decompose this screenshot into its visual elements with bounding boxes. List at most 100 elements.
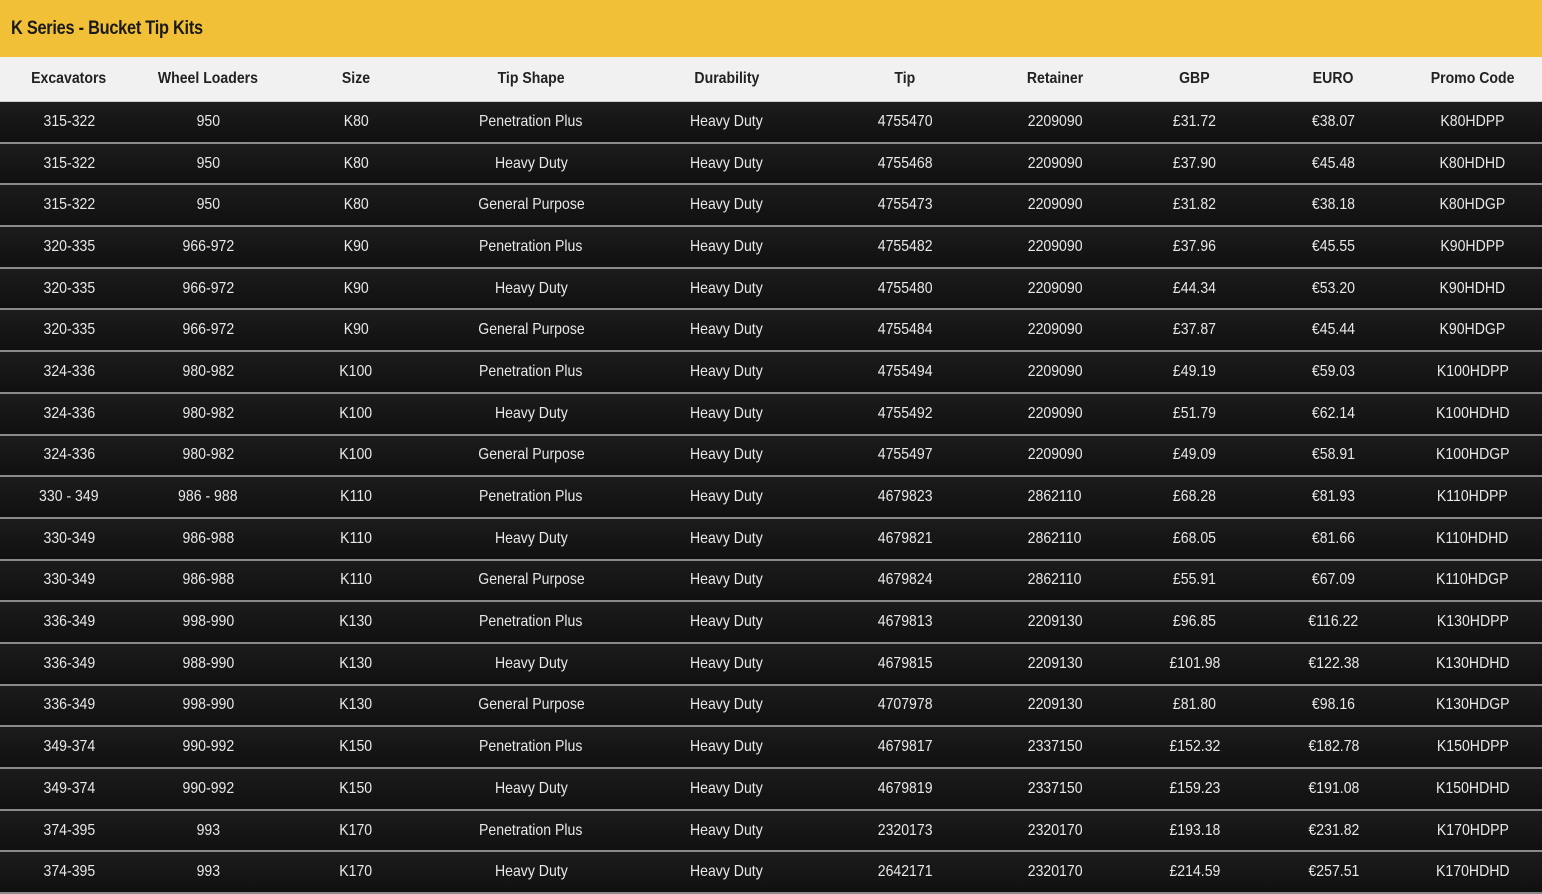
cell-gbp: £81.80 — [1125, 696, 1264, 714]
cell-size: K170 — [278, 863, 434, 881]
cell-durability: Heavy Duty — [628, 196, 825, 214]
cell-value: Heavy Duty — [690, 613, 763, 631]
cell-size: K90 — [278, 321, 434, 339]
cell-value: K150HDHD — [1435, 779, 1510, 797]
cell-size: K90 — [278, 238, 434, 256]
cell-value: K110HDPP — [1437, 488, 1508, 506]
cell-value: 324-336 — [43, 404, 95, 422]
cell-value: 966-972 — [182, 237, 234, 255]
cell-retainer: 2209130 — [985, 655, 1125, 673]
cell-euro: €122.38 — [1264, 655, 1403, 673]
cell-tip-shape: General Purpose — [434, 321, 628, 339]
cell-value: 2209130 — [1027, 696, 1083, 714]
cell-value: 315-322 — [43, 154, 95, 172]
cell-durability: Heavy Duty — [628, 863, 825, 881]
cell-retainer: 2209130 — [985, 613, 1125, 631]
cell-retainer: 2209090 — [985, 363, 1125, 381]
cell-promo-code: K90HDHD — [1403, 280, 1542, 298]
cell-excavators: 374-395 — [0, 822, 138, 840]
cell-durability: Heavy Duty — [628, 405, 825, 423]
cell-tip: 4755480 — [825, 280, 985, 298]
cell-value: 2209090 — [1027, 196, 1083, 214]
cell-value: Heavy Duty — [690, 529, 763, 547]
cell-durability: Heavy Duty — [628, 280, 825, 298]
cell-value: 4679819 — [877, 779, 933, 797]
cell-value: £159.23 — [1169, 779, 1220, 797]
cell-value: Heavy Duty — [690, 404, 763, 422]
cell-durability: Heavy Duty — [628, 571, 825, 589]
cell-durability: Heavy Duty — [628, 446, 825, 464]
cell-retainer: 2209090 — [985, 405, 1125, 423]
cell-value: 2320170 — [1027, 821, 1083, 839]
cell-value: 2209090 — [1027, 237, 1083, 255]
cell-value: €67.09 — [1311, 571, 1356, 589]
table-row: 320-335 966-972 K90 General Purpose Heavy Du… — [0, 310, 1542, 353]
table-row: 315-322 950 K80 General Purpose Heavy Duty 47… — [0, 185, 1542, 228]
cell-value: Penetration Plus — [479, 112, 583, 130]
cell-retainer: 2862110 — [985, 488, 1125, 506]
cell-durability: Heavy Duty — [628, 613, 825, 631]
cell-excavators: 315-322 — [0, 113, 138, 131]
cell-value: 324-336 — [43, 362, 95, 380]
cell-promo-code: K100HDHD — [1403, 405, 1542, 423]
cell-value: K170 — [339, 863, 373, 881]
cell-size: K90 — [278, 280, 434, 298]
cell-value: K150 — [339, 779, 373, 797]
cell-promo-code: K110HDHD — [1403, 530, 1542, 548]
cell-retainer: 2320170 — [985, 822, 1125, 840]
cell-size: K110 — [278, 530, 434, 548]
cell-value: 4755484 — [877, 321, 933, 339]
cell-tip: 4755497 — [825, 446, 985, 464]
cell-tip-shape: General Purpose — [434, 196, 628, 214]
cell-value: K170HDPP — [1436, 821, 1509, 839]
cell-value: £51.79 — [1172, 404, 1217, 422]
cell-gbp: £31.72 — [1125, 113, 1264, 131]
cell-gbp: £37.87 — [1125, 321, 1264, 339]
cell-value: K80 — [343, 112, 369, 130]
cell-euro: €38.07 — [1264, 113, 1403, 131]
cell-wheel-loaders: 980-982 — [138, 363, 278, 381]
cell-value: 4679815 — [877, 654, 933, 672]
cell-value: Heavy Duty — [494, 404, 568, 422]
cell-value: £68.28 — [1172, 488, 1217, 506]
cell-size: K100 — [278, 446, 434, 464]
cell-euro: €191.08 — [1264, 780, 1403, 798]
cell-value: £193.18 — [1169, 821, 1220, 839]
cell-durability: Heavy Duty — [628, 363, 825, 381]
cell-promo-code: K110HDPP — [1403, 488, 1542, 506]
cell-value: K100 — [339, 446, 373, 464]
cell-tip: 4707978 — [825, 696, 985, 714]
cell-value: K80 — [343, 154, 369, 172]
cell-wheel-loaders: 980-982 — [138, 446, 278, 464]
cell-size: K100 — [278, 405, 434, 423]
cell-value: €81.66 — [1311, 529, 1356, 547]
cell-value: K100HDHD — [1435, 404, 1510, 422]
cell-value: 324-336 — [43, 446, 95, 464]
cell-euro: €81.93 — [1264, 488, 1403, 506]
cell-value: General Purpose — [477, 321, 585, 339]
cell-value: K80HDHD — [1439, 154, 1506, 172]
cell-value: K90 — [343, 279, 369, 297]
cell-value: €98.16 — [1311, 696, 1356, 714]
cell-excavators: 315-322 — [0, 196, 138, 214]
cell-tip-shape: Penetration Plus — [434, 488, 628, 506]
cell-value: 4755473 — [877, 196, 933, 214]
cell-wheel-loaders: 990-992 — [138, 780, 278, 798]
table-row: 336-349 988-990 K130 Heavy Duty Heavy Duty 46… — [0, 643, 1542, 686]
cell-wheel-loaders: 986-988 — [138, 571, 278, 589]
cell-value: 2209090 — [1027, 362, 1083, 380]
column-header-label: Wheel Loaders — [157, 70, 259, 87]
cell-value: K110 — [340, 488, 372, 506]
cell-value: Heavy Duty — [690, 362, 763, 380]
cell-value: 980-982 — [182, 446, 234, 464]
column-header-label: Excavators — [31, 70, 107, 87]
column-header-retainer: Retainer — [985, 70, 1125, 88]
cell-tip: 4755482 — [825, 238, 985, 256]
cell-value: 330-349 — [43, 529, 95, 547]
cell-size: K100 — [278, 363, 434, 381]
cell-value: €122.38 — [1308, 654, 1359, 672]
cell-tip: 4755468 — [825, 155, 985, 173]
table-row: 315-322 950 K80 Penetration Plus Heavy Duty 4… — [0, 102, 1542, 144]
cell-value: Heavy Duty — [494, 779, 568, 797]
cell-value: K130HDGP — [1435, 696, 1510, 714]
